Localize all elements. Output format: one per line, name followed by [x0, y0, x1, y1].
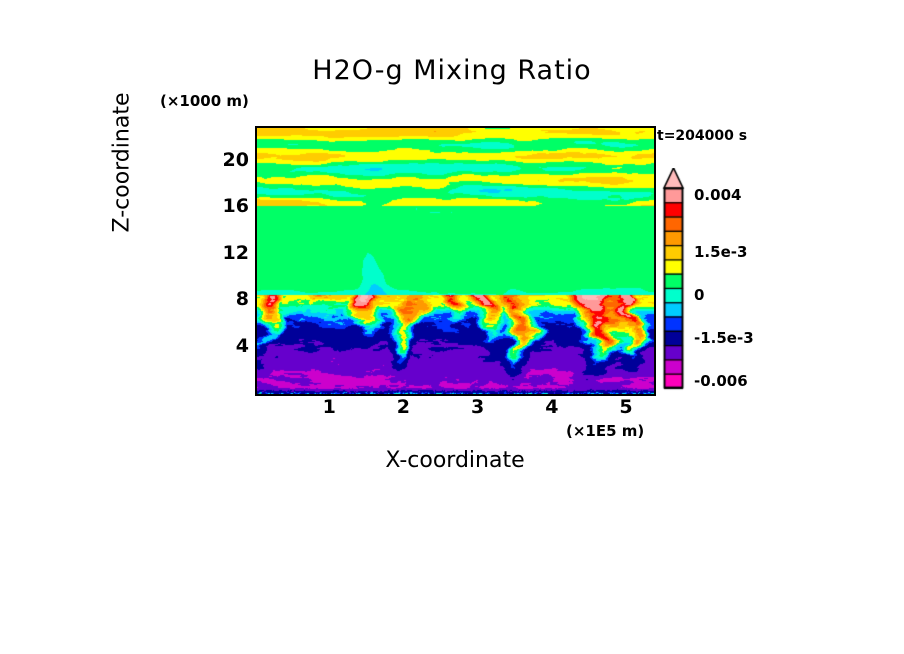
x-tick-label: 3: [470, 396, 485, 418]
x-axis-ticks: 1 2 3 4 5: [255, 396, 652, 422]
contour-plot-area: [255, 126, 656, 396]
colorbar-tick-label: -1.5e-3: [694, 329, 754, 347]
mixing-ratio-field: [257, 128, 654, 394]
x-tick-label: 1: [322, 396, 336, 418]
y-axis-ticks: 20 16 12 8 4: [205, 126, 249, 392]
colorbar-swatches: [660, 168, 700, 392]
y-axis-unit-label: (×1000 m): [160, 92, 249, 110]
colorbar-tick-label: 0: [694, 286, 705, 305]
x-tick-label: 4: [545, 396, 559, 418]
y-tick-label: 4: [235, 334, 249, 357]
colorbar-legend: 0.004 1.5e-3 0 -1.5e-3 -0.006: [660, 168, 800, 392]
y-axis-title: Z-coordinate: [109, 92, 135, 233]
x-axis-unit-label: (×1E5 m): [566, 422, 645, 440]
timestamp-annotation: t=204000 s: [657, 128, 748, 144]
y-tick-label: 20: [222, 148, 249, 171]
colorbar-tick-label: 1.5e-3: [694, 243, 748, 262]
y-tick-label: 8: [235, 288, 249, 311]
x-tick-label: 2: [396, 396, 411, 418]
x-axis-title: X-coordinate: [385, 448, 525, 473]
y-tick-label: 16: [222, 195, 249, 218]
y-tick-label: 12: [222, 241, 249, 264]
colorbar-tick-label: -0.006: [694, 371, 748, 390]
colorbar-tick-label: 0.004: [694, 186, 742, 205]
page-title: H2O-g Mixing Ratio: [312, 55, 592, 86]
x-tick-label: 5: [619, 396, 633, 418]
